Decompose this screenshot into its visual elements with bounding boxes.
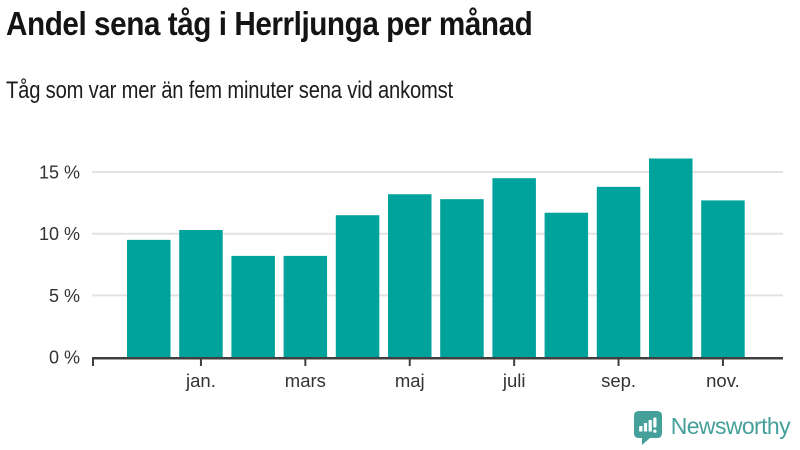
- bar-sep.: [596, 186, 641, 357]
- bar-okt.: [649, 158, 693, 357]
- bar-feb.: [231, 255, 275, 357]
- x-tick-label: mars: [285, 370, 326, 391]
- newsworthy-logo-text: Newsworthy: [670, 413, 791, 439]
- bar-juni: [440, 199, 484, 357]
- chart-title: Andel sena tåg i Herrljunga per månad: [6, 5, 533, 42]
- x-tick-label: maj: [395, 370, 425, 391]
- y-tick-label: 5 %: [49, 286, 80, 306]
- bar-maj: [388, 194, 432, 357]
- bar-chart: 0 % 5 % 10 % 15 % jan. mars maj juli sep. nov.: [39, 158, 783, 391]
- x-tick-label: juli: [502, 370, 526, 391]
- newsworthy-logo: Newsworthy: [633, 411, 791, 445]
- x-tick-label: nov.: [706, 370, 740, 391]
- x-tick-label: jan.: [185, 370, 216, 391]
- newsworthy-logo-icon: [633, 411, 662, 445]
- bar-nov.: [701, 200, 745, 357]
- bar-dec.: [127, 239, 171, 357]
- bar-mars: [283, 255, 328, 357]
- bar-jan.: [179, 230, 223, 357]
- bar-aug.: [544, 212, 589, 357]
- y-tick-label: 10 %: [39, 224, 80, 244]
- bar-juli: [492, 178, 536, 357]
- y-tick-label: 15 %: [39, 163, 80, 183]
- x-tick-label: sep.: [601, 370, 636, 391]
- bar-apr.: [335, 215, 380, 357]
- chart-subtitle: Tåg som var mer än fem minuter sena vid …: [6, 77, 453, 104]
- y-tick-label: 0 %: [49, 348, 80, 368]
